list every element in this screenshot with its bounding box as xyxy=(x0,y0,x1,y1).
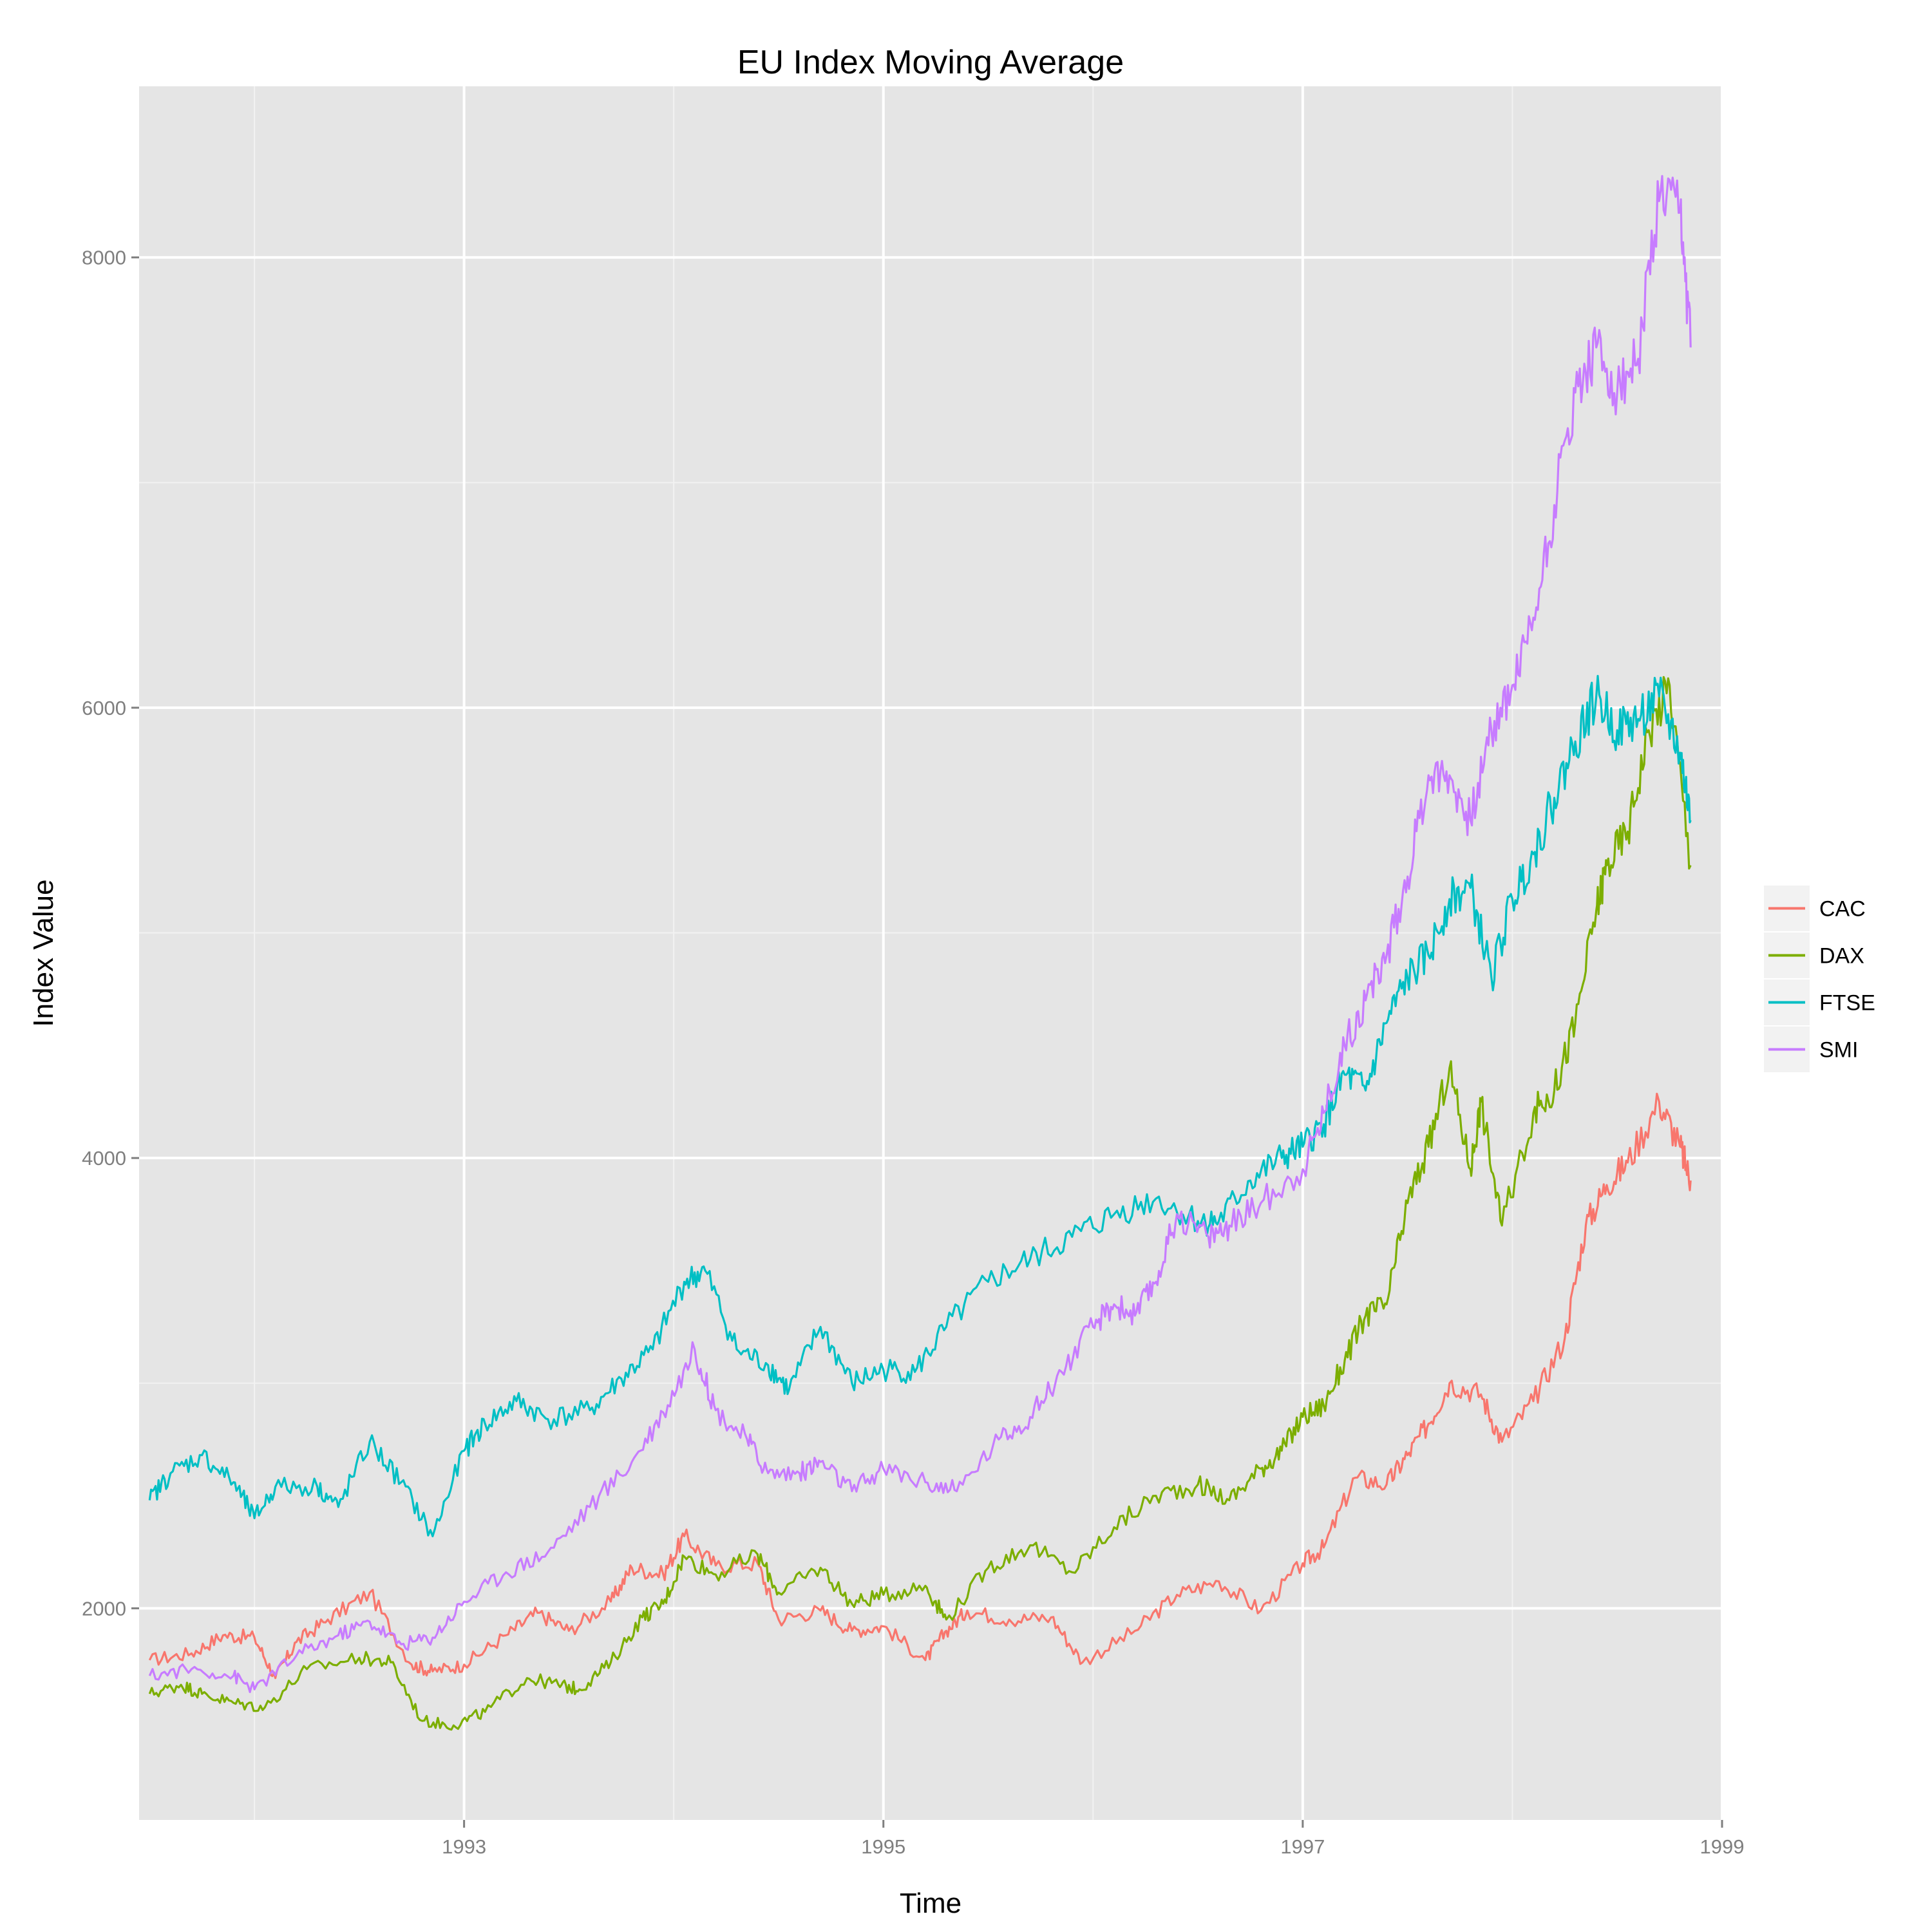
x-tick-label: 1995 xyxy=(861,1835,905,1858)
y-tick-label: 4000 xyxy=(82,1147,126,1170)
y-tick-label: 2000 xyxy=(82,1597,126,1620)
minor-gridlines xyxy=(139,86,1722,1820)
y-tick-label: 6000 xyxy=(82,697,126,719)
x-tick-label: 1999 xyxy=(1700,1835,1745,1858)
legend-label-dax: DAX xyxy=(1819,944,1864,969)
legend-label-cac: CAC xyxy=(1819,897,1866,922)
y-axis-ticks: 2000 4000 6000 8000 xyxy=(82,247,139,1620)
series-line-cac xyxy=(148,1092,1692,1680)
legend-label-smi: SMI xyxy=(1819,1038,1858,1063)
series-line-smi xyxy=(148,175,1692,1693)
series-line-dax xyxy=(148,676,1692,1731)
x-tick-label: 1993 xyxy=(442,1835,486,1858)
x-axis-title: Time xyxy=(900,1888,961,1919)
x-axis-ticks: 1993 1995 1997 1999 xyxy=(442,1820,1744,1858)
chart-title: EU Index Moving Average xyxy=(737,44,1124,81)
legend: CAC DAX FTSE SMI xyxy=(1763,884,1875,1074)
legend-label-ftse: FTSE xyxy=(1819,991,1875,1016)
series-line-ftse xyxy=(148,675,1692,1538)
x-tick-label: 1997 xyxy=(1280,1835,1325,1858)
series-lines xyxy=(148,175,1692,1731)
plot-panel xyxy=(139,86,1722,1820)
y-tick-label: 8000 xyxy=(82,247,126,269)
major-gridlines xyxy=(139,86,1723,1820)
y-axis-title: Index Value xyxy=(28,879,59,1027)
